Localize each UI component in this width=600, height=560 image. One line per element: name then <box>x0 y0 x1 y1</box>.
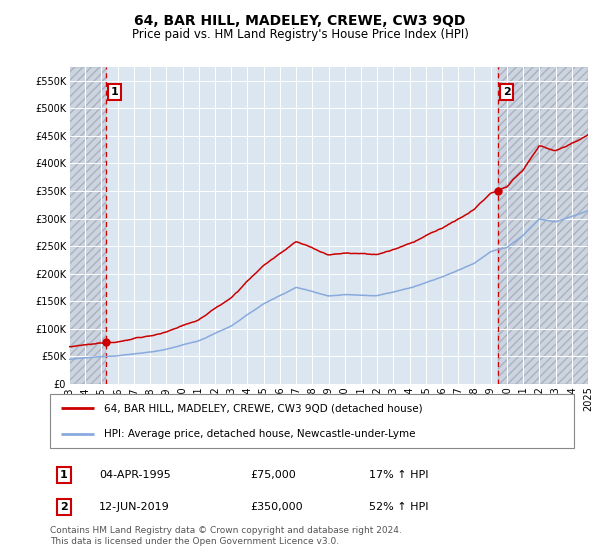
Text: 1: 1 <box>60 470 68 480</box>
Text: HPI: Average price, detached house, Newcastle-under-Lyme: HPI: Average price, detached house, Newc… <box>104 430 416 440</box>
FancyBboxPatch shape <box>50 394 574 449</box>
Text: Contains HM Land Registry data © Crown copyright and database right 2024.
This d: Contains HM Land Registry data © Crown c… <box>50 526 402 546</box>
Text: Price paid vs. HM Land Registry's House Price Index (HPI): Price paid vs. HM Land Registry's House … <box>131 28 469 41</box>
Text: 17% ↑ HPI: 17% ↑ HPI <box>369 470 428 480</box>
Text: 52% ↑ HPI: 52% ↑ HPI <box>369 502 428 512</box>
Text: 2: 2 <box>503 87 511 97</box>
Text: 12-JUN-2019: 12-JUN-2019 <box>99 502 170 512</box>
Text: 2: 2 <box>60 502 68 512</box>
Text: 64, BAR HILL, MADELEY, CREWE, CW3 9QD: 64, BAR HILL, MADELEY, CREWE, CW3 9QD <box>134 14 466 28</box>
Text: 1: 1 <box>110 87 118 97</box>
Text: £350,000: £350,000 <box>250 502 303 512</box>
Text: £75,000: £75,000 <box>250 470 296 480</box>
Text: 64, BAR HILL, MADELEY, CREWE, CW3 9QD (detached house): 64, BAR HILL, MADELEY, CREWE, CW3 9QD (d… <box>104 403 423 413</box>
Text: 04-APR-1995: 04-APR-1995 <box>99 470 171 480</box>
